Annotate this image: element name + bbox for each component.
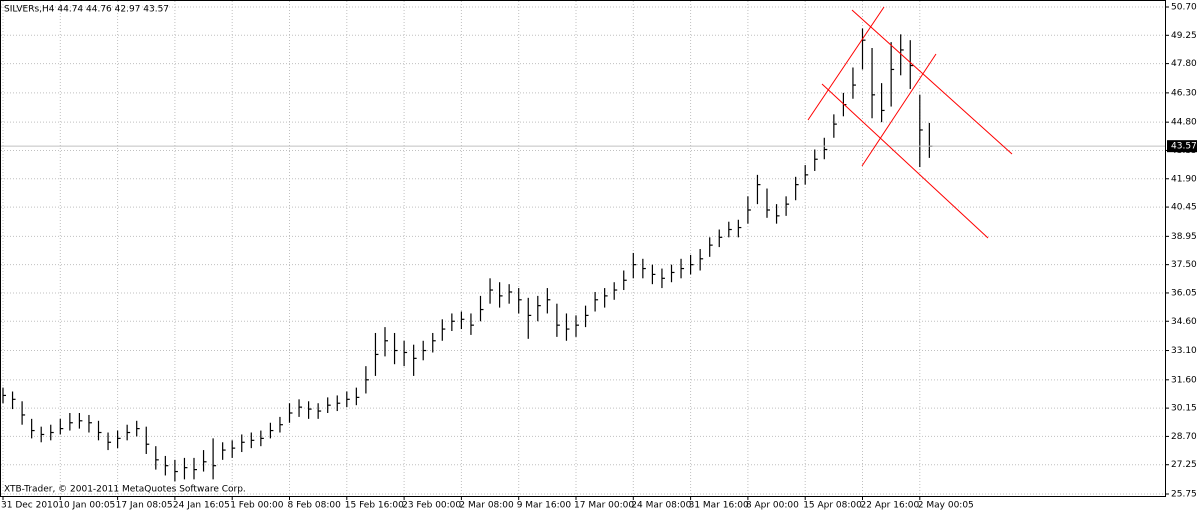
trend-lines bbox=[807, 6, 1013, 239]
trend-line bbox=[807, 6, 885, 121]
x-tick-label: 22 Apr 16:00 bbox=[861, 501, 920, 511]
y-tick-label: 25.75 bbox=[1171, 490, 1197, 500]
y-tick-label: 46.30 bbox=[1171, 88, 1197, 98]
y-tick-label: 27.25 bbox=[1171, 460, 1197, 470]
axes: 50.7049.2547.8046.3044.8043.3541.9040.45… bbox=[1, 3, 1197, 511]
x-tick-label: 24 Mar 08:00 bbox=[631, 501, 691, 511]
y-tick-label: 40.45 bbox=[1171, 203, 1197, 213]
copyright: XTB-Trader, © 2001-2011 MetaQuotes Softw… bbox=[4, 485, 246, 495]
bars bbox=[1, 28, 1165, 482]
x-tick-label: 9 Mar 16:00 bbox=[517, 501, 572, 511]
y-tick-label: 31.60 bbox=[1171, 375, 1197, 385]
chart-title: SILVERs,H4 44.74 44.76 42.97 43.57 bbox=[4, 5, 169, 15]
x-tick-label: 2 Mar 08:00 bbox=[459, 501, 514, 511]
y-tick-label: 36.05 bbox=[1171, 288, 1197, 298]
y-tick-label: 41.90 bbox=[1171, 174, 1197, 184]
y-tick-label: 34.60 bbox=[1171, 317, 1197, 327]
y-tick-label: 47.80 bbox=[1171, 59, 1197, 69]
x-tick-label: 15 Apr 08:00 bbox=[803, 501, 862, 511]
x-tick-label: 23 Feb 00:00 bbox=[402, 501, 461, 511]
x-tick-label: 31 Mar 16:00 bbox=[689, 501, 749, 511]
current-price-label: 43.57 bbox=[1171, 142, 1197, 152]
grid bbox=[1, 1, 1165, 496]
x-tick-label: 2 May 00:05 bbox=[918, 501, 974, 511]
y-tick-label: 30.15 bbox=[1171, 404, 1197, 414]
x-tick-label: 8 Feb 08:00 bbox=[288, 501, 342, 511]
current-price-box bbox=[1167, 140, 1197, 153]
trend-line bbox=[861, 53, 937, 167]
y-tick-label: 38.95 bbox=[1171, 232, 1197, 242]
x-tick-label: 17 Mar 00:00 bbox=[574, 501, 634, 511]
trend-line bbox=[851, 9, 1013, 155]
y-tick-label: 33.10 bbox=[1171, 346, 1197, 356]
x-tick-label: 17 Jan 08:05 bbox=[116, 501, 173, 511]
trend-line bbox=[821, 83, 989, 239]
plot-frame bbox=[0, 0, 1166, 497]
y-tick-label: 49.25 bbox=[1171, 31, 1197, 41]
y-tick-label: 44.80 bbox=[1171, 118, 1197, 128]
x-tick-label: 24 Jan 16:05 bbox=[173, 501, 230, 511]
x-tick-label: 31 Dec 2010 bbox=[1, 501, 59, 511]
y-tick-label: 37.50 bbox=[1171, 260, 1197, 270]
x-tick-label: 1 Feb 00:00 bbox=[230, 501, 284, 511]
y-tick-label: 28.70 bbox=[1171, 432, 1197, 442]
x-tick-label: 10 Jan 00:05 bbox=[58, 501, 115, 511]
y-tick-label: 50.70 bbox=[1171, 3, 1197, 13]
x-tick-label: 15 Feb 16:00 bbox=[345, 501, 404, 511]
x-tick-label: 8 Apr 00:00 bbox=[746, 501, 799, 511]
